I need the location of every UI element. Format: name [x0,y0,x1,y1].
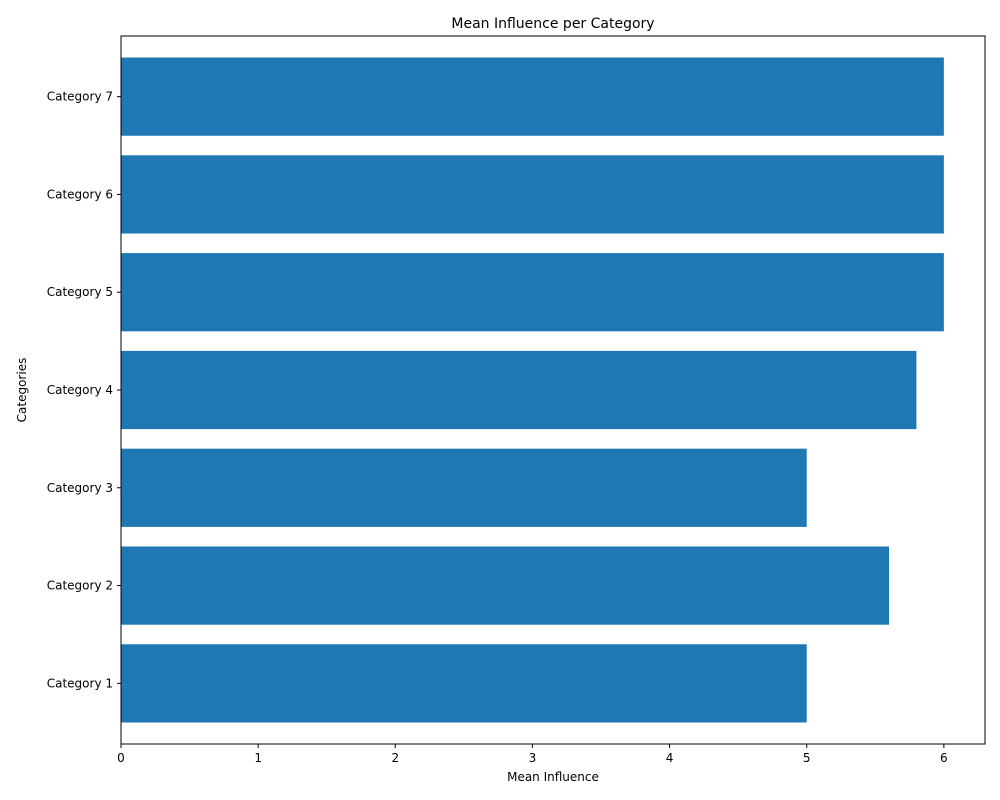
x-tick-label: 0 [117,751,125,765]
x-tick-label: 1 [254,751,262,765]
x-tick-label: 5 [803,751,811,765]
bar-category-4 [121,350,917,430]
y-tick-label: Category 7 [47,90,113,104]
x-tick-label: 2 [391,751,399,765]
bar-category-1 [121,644,807,723]
x-tick-label: 4 [666,751,674,765]
bar-category-6 [121,155,944,234]
bar-category-2 [121,546,889,625]
y-axis-ticks: Category 1 Category 2 Category 3 Category 4… [47,90,121,690]
chart-title: Mean Influence per Category [451,16,654,32]
x-tick-label: 6 [940,751,948,765]
bar-category-3 [121,448,807,527]
y-tick-label: Category 2 [47,579,113,593]
x-axis-label: Mean Influence [507,770,599,784]
bar-category-7 [121,57,944,136]
x-tick-label: 3 [529,751,537,765]
y-tick-label: Category 1 [47,676,113,690]
y-tick-label: Category 5 [47,285,113,299]
y-axis-label: Categories [15,358,29,423]
bar-category-5 [121,253,944,332]
y-tick-label: Category 3 [47,481,113,495]
y-tick-label: Category 6 [47,187,113,201]
bars-group [121,57,944,723]
x-axis-ticks: 0 1 2 3 4 5 6 [117,744,948,765]
y-tick-label: Category 4 [47,383,113,397]
